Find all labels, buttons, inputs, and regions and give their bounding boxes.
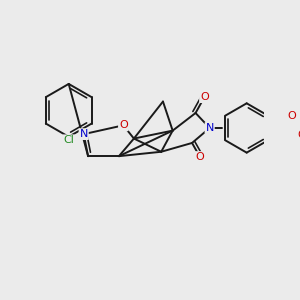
Text: N: N (80, 129, 88, 139)
Text: O: O (287, 111, 296, 121)
Text: Cl: Cl (63, 135, 74, 145)
Text: O: O (297, 130, 300, 140)
Text: N: N (206, 123, 214, 133)
Text: O: O (196, 152, 204, 162)
Text: O: O (200, 92, 209, 102)
Text: O: O (119, 120, 128, 130)
